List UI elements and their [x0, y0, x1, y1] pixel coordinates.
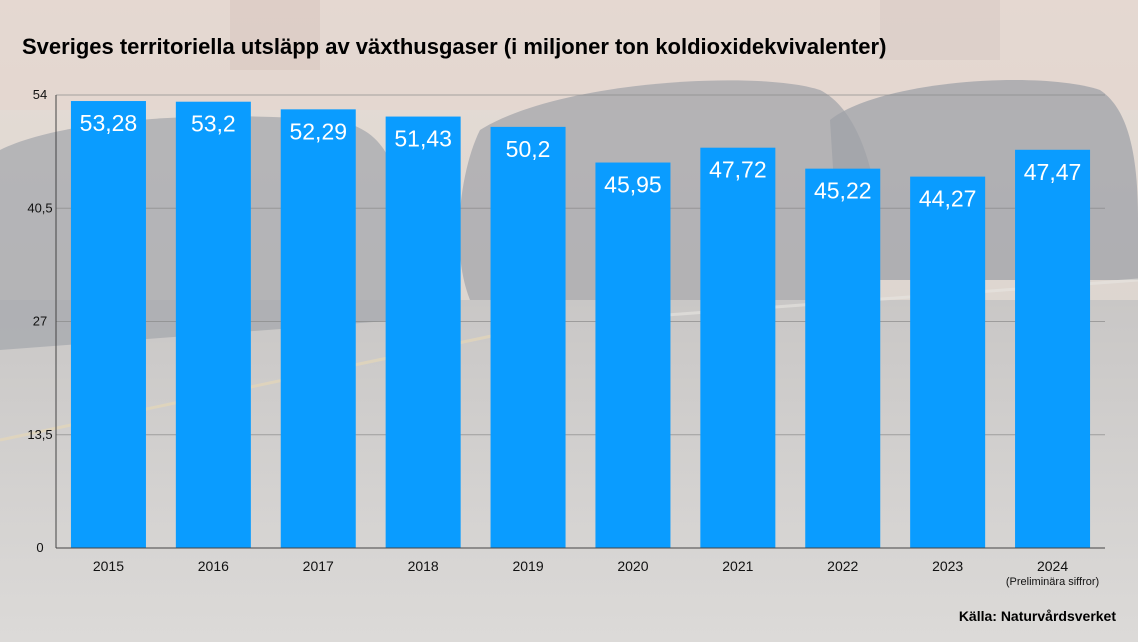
y-tick-label: 0	[36, 540, 43, 555]
data-label-2020: 45,95	[604, 172, 662, 198]
bar-2018	[385, 116, 461, 548]
axes: 0 13,5 27 40,5 54 2015 2016 2017 2018 2019 2020 202…	[27, 87, 1105, 588]
x-tick-label-2017: 2017	[303, 558, 334, 574]
data-label-2017: 52,29	[289, 118, 347, 144]
x-tick-label-2016: 2016	[198, 558, 229, 574]
y-tick-label: 54	[33, 87, 47, 102]
bar-2024	[1015, 149, 1091, 548]
bar-2019	[490, 126, 566, 548]
data-label-2023: 44,27	[919, 186, 977, 212]
x-tick-label-2015: 2015	[93, 558, 124, 574]
bar-2017	[280, 109, 356, 548]
y-tick-label: 13,5	[27, 427, 52, 442]
data-label-2015: 53,28	[80, 110, 138, 136]
bar-2022	[805, 168, 881, 548]
y-tick-label: 27	[33, 314, 47, 329]
data-label-2024: 47,47	[1024, 159, 1082, 185]
data-label-2019: 50,2	[506, 136, 551, 162]
chart-title: Sveriges territoriella utsläpp av växthu…	[22, 34, 887, 59]
data-label-2018: 51,43	[394, 126, 452, 152]
x-tick-label-2024: 2024	[1037, 558, 1068, 574]
bar-2023	[910, 176, 986, 548]
bars: 53,28 53,2 52,29 51,43 50,2 45,95 47,72 45,22 44…	[70, 101, 1091, 548]
bar-2020	[595, 162, 671, 548]
x-tick-label-2019: 2019	[512, 558, 543, 574]
x-tick-note-2024: (Preliminära siffror)	[1006, 576, 1099, 588]
data-label-2022: 45,22	[814, 178, 872, 204]
x-tick-label-2022: 2022	[827, 558, 858, 574]
x-tick-label-2018: 2018	[408, 558, 439, 574]
x-tick-label-2021: 2021	[722, 558, 753, 574]
x-tick-label-2023: 2023	[932, 558, 963, 574]
y-tick-label: 40,5	[27, 200, 52, 215]
x-tick-label-2020: 2020	[617, 558, 648, 574]
data-label-2016: 53,2	[191, 111, 236, 137]
bar-2021	[700, 147, 776, 548]
bar-2016	[175, 101, 251, 548]
source-label: Källa: Naturvårdsverket	[958, 608, 1116, 624]
data-label-2021: 47,72	[709, 157, 767, 183]
bar-2015	[70, 101, 146, 548]
